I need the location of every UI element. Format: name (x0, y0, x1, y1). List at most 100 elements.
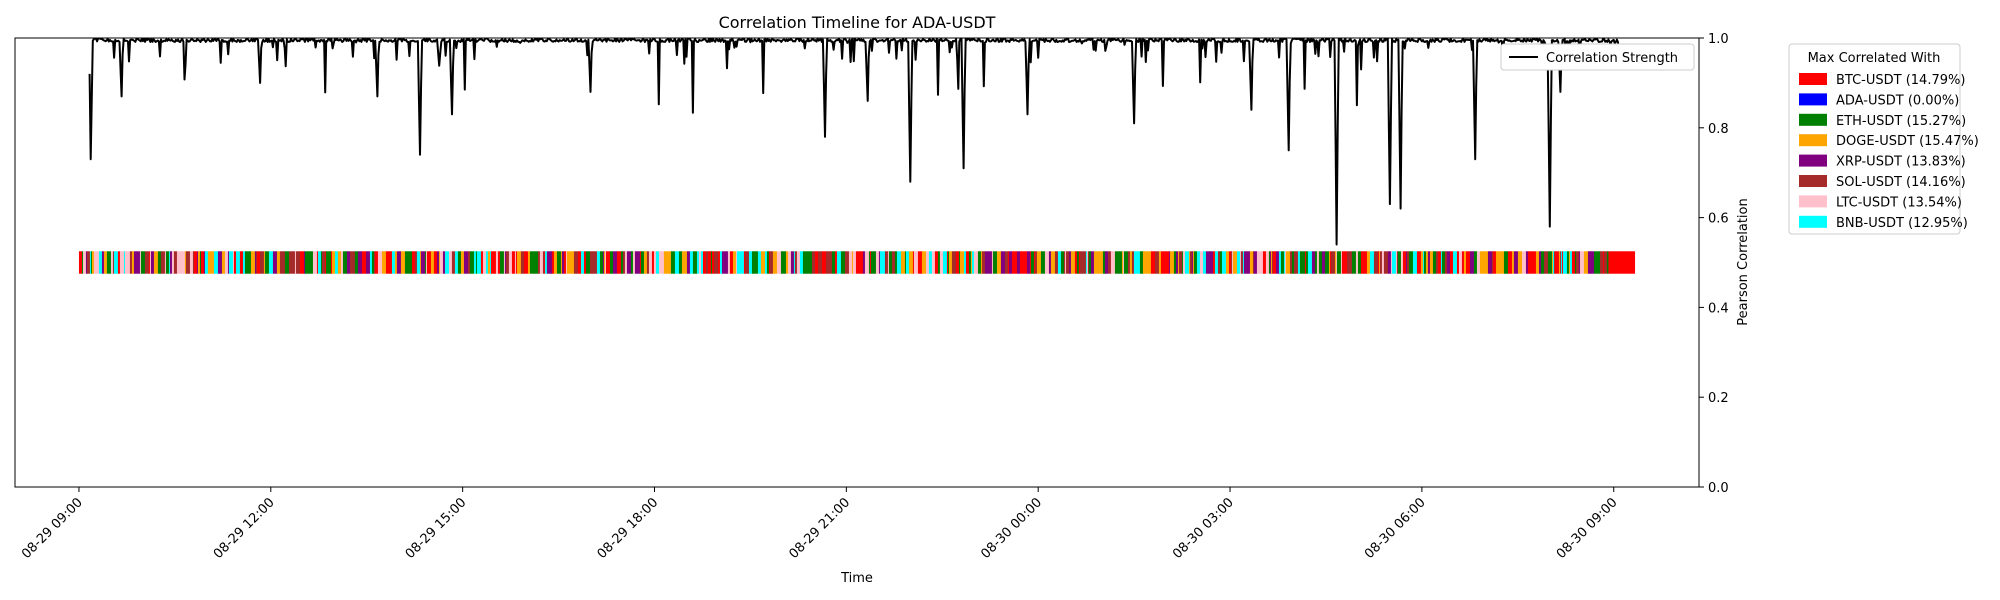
band-segment (1209, 251, 1214, 274)
band-segment (859, 251, 864, 274)
band-segment (667, 251, 672, 274)
band-segment (868, 251, 871, 274)
band-segment (135, 251, 141, 274)
line-legend-box (1500, 43, 1695, 71)
band-segment (153, 251, 159, 274)
band-segment (1177, 251, 1180, 274)
band-segment (1142, 251, 1145, 274)
band-segment (692, 251, 698, 274)
band-segment (1193, 251, 1198, 274)
band-segment (148, 251, 151, 274)
band-segment (1379, 251, 1383, 274)
band-segment (634, 251, 638, 274)
band-segment (991, 251, 994, 274)
band-segment (1513, 251, 1519, 274)
band-segment (478, 251, 482, 274)
band-segment (1334, 251, 1337, 274)
band-segment (295, 251, 301, 274)
band-segment (1537, 251, 1540, 274)
band-segment (1030, 251, 1035, 274)
band-segment (793, 251, 796, 274)
band-segment (678, 251, 683, 274)
band-segment (1487, 251, 1493, 274)
band-segment (467, 251, 471, 274)
band-segment (1559, 251, 1562, 274)
band-segment (331, 251, 335, 274)
band-segment (1330, 251, 1336, 274)
band-segment (1027, 251, 1031, 274)
band-segment (1504, 251, 1507, 274)
band-segment (766, 251, 770, 274)
band-segment (636, 251, 641, 274)
band-segment (855, 251, 861, 274)
band-segment (1571, 251, 1576, 274)
band-segment (1479, 251, 1485, 274)
band-segment (653, 251, 657, 274)
band-segment (487, 251, 491, 274)
band-segment (976, 251, 979, 274)
band-segment (1122, 251, 1125, 274)
band-segment (489, 251, 492, 274)
band-segment (1219, 251, 1223, 274)
band-segment (1299, 251, 1303, 274)
band-segment (1079, 251, 1085, 274)
band-segment (268, 251, 274, 274)
band-segment (119, 251, 125, 274)
band-segment (180, 251, 186, 274)
x-tick-label: 08-29 12:00 (211, 495, 278, 562)
band-segment (738, 251, 744, 274)
band-segment (1406, 251, 1410, 274)
band-segment (515, 251, 518, 274)
band-segment (242, 251, 246, 274)
band-segment (1129, 251, 1133, 274)
legend-label-xrp-usdt: XRP-USDT (13.83%) (1836, 155, 1966, 170)
band-segment (414, 251, 418, 274)
band-segment (207, 251, 211, 274)
band-segment (617, 251, 620, 274)
band-segment (337, 251, 342, 274)
band-segment (1064, 251, 1067, 274)
band-segment (1097, 251, 1101, 274)
band-segment (1202, 251, 1207, 274)
band-segment (1181, 251, 1184, 274)
y-axis: 0.0 0.2 0.4 0.6 0.8 1.0 (1699, 32, 1729, 496)
band-segment (725, 251, 729, 274)
band-segment (696, 251, 700, 274)
band-segment (717, 251, 721, 274)
band-segment (1143, 251, 1149, 274)
band-segment (131, 251, 135, 274)
band-segment (1107, 251, 1112, 274)
band-segment (411, 251, 416, 274)
band-segment (91, 251, 95, 274)
band-segment (446, 251, 450, 274)
band-segment (1529, 251, 1533, 274)
band-segment (400, 251, 406, 274)
band-segment (317, 251, 322, 274)
band-segment (1587, 251, 1591, 274)
band-segment (346, 251, 351, 274)
band-segment (1503, 251, 1506, 274)
band-segment (1561, 251, 1564, 274)
band-segment (1351, 251, 1357, 274)
band-segment (814, 251, 819, 274)
band-segment (875, 251, 880, 274)
band-segment (424, 251, 427, 274)
band-segment (425, 251, 428, 274)
band-segment (942, 251, 946, 274)
band-segment (658, 251, 662, 274)
band-segment (999, 251, 1002, 274)
band-segment (719, 251, 723, 274)
band-segment (396, 251, 402, 274)
band-segment (93, 251, 98, 274)
band-segment (848, 251, 853, 274)
band-segment (1340, 251, 1343, 274)
band-segment (164, 251, 167, 274)
band-segment (193, 251, 198, 274)
band-segment (1291, 251, 1295, 274)
band-segment (878, 251, 881, 274)
legend-swatch-doge-usdt (1799, 134, 1827, 147)
band-segment (1498, 251, 1502, 274)
band-segment (1019, 251, 1025, 274)
band-segment (1553, 251, 1556, 274)
band-segment (1189, 251, 1193, 274)
